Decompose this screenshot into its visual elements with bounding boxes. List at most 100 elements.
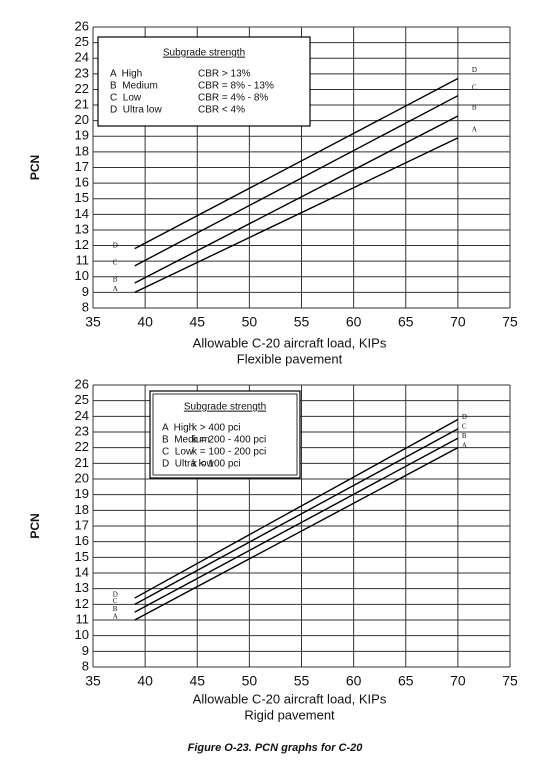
y-tick-label: 16 xyxy=(75,175,89,190)
y-tick-label: 13 xyxy=(75,221,89,236)
y-tick-label: 9 xyxy=(82,284,89,299)
y-tick-label: 21 xyxy=(75,96,89,111)
x-tick-label: 60 xyxy=(346,673,362,689)
x-tick-label: 65 xyxy=(398,314,414,330)
y-tick-label: 17 xyxy=(75,159,89,174)
legend-entry: D Ultra low xyxy=(110,105,162,116)
y-tick-label: 21 xyxy=(75,455,89,470)
y-tick-label: 18 xyxy=(75,502,89,517)
y-tick-label: 24 xyxy=(75,408,89,423)
line-end-label: D xyxy=(113,241,118,249)
line-end-label: A xyxy=(472,125,477,133)
y-tick-label: 9 xyxy=(82,643,89,658)
legend-box xyxy=(149,390,301,479)
line-end-label: C xyxy=(462,422,467,430)
y-tick-label: 14 xyxy=(75,206,89,221)
line-end-label: D xyxy=(472,66,477,74)
x-tick-label: 35 xyxy=(85,314,101,330)
y-tick-label: 12 xyxy=(75,596,89,611)
line-end-label: B xyxy=(472,104,477,112)
legend-description: k > 400 pci xyxy=(192,423,241,434)
y-tick-label: 22 xyxy=(75,81,89,96)
line-end-label: A xyxy=(113,613,118,621)
y-tick-label: 17 xyxy=(75,517,89,532)
legend-entry: B Medium xyxy=(162,435,210,446)
y-tick-label: 19 xyxy=(75,486,89,501)
y-axis-label: PCN xyxy=(28,155,42,180)
x-tick-label: 50 xyxy=(242,673,258,689)
x-tick-label: 70 xyxy=(450,314,466,330)
series-line xyxy=(134,418,459,599)
y-tick-label: 12 xyxy=(75,237,89,252)
chart-subtitle: Flexible pavement xyxy=(237,351,343,366)
y-tick-label: 8 xyxy=(82,658,89,673)
legend-box-inner xyxy=(152,393,298,476)
y-tick-label: 22 xyxy=(75,439,89,454)
line-end-label: C xyxy=(113,597,118,605)
series-line xyxy=(134,447,459,621)
legend-entry: C Low xyxy=(162,447,194,458)
y-tick-label: 26 xyxy=(75,18,89,33)
series-line xyxy=(134,428,459,605)
line-end-label: C xyxy=(472,83,477,91)
y-tick-label: 23 xyxy=(75,65,89,80)
y-tick-label: 20 xyxy=(75,112,89,127)
x-tick-label: 60 xyxy=(346,314,362,330)
line-end-label: D xyxy=(113,591,118,599)
legend-description: k = 100 - 200 pci xyxy=(192,447,266,458)
y-tick-label: 11 xyxy=(76,253,90,268)
figure-caption: Figure O-23. PCN graphs for C-20 xyxy=(188,742,364,754)
series-line xyxy=(134,77,459,250)
line-end-label: A xyxy=(113,285,118,293)
y-tick-label: 18 xyxy=(75,143,89,158)
y-tick-label: 15 xyxy=(75,549,89,564)
legend-description: CBR = 8% - 13% xyxy=(198,81,274,92)
x-tick-label: 55 xyxy=(294,314,310,330)
line-end-label: B xyxy=(113,276,118,284)
legend-entry: C Low xyxy=(110,93,142,104)
line-end-label: A xyxy=(462,441,467,449)
series-line xyxy=(134,137,459,294)
y-tick-label: 23 xyxy=(75,423,89,438)
y-tick-label: 13 xyxy=(75,580,89,595)
line-end-label: B xyxy=(462,432,467,440)
legend-description: CBR = 4% - 8% xyxy=(198,93,268,104)
legend-title: Subgrade strength xyxy=(163,48,245,59)
y-tick-label: 19 xyxy=(75,128,89,143)
x-tick-label: 35 xyxy=(85,673,101,689)
y-tick-label: 11 xyxy=(76,611,90,626)
y-tick-label: 14 xyxy=(75,564,89,579)
y-axis-label: PCN xyxy=(28,513,42,538)
x-axis-label: Allowable C-20 aircraft load, KIPs xyxy=(193,691,387,706)
y-tick-label: 16 xyxy=(75,533,89,548)
x-tick-label: 70 xyxy=(450,673,466,689)
x-tick-label: 55 xyxy=(294,673,310,689)
x-tick-label: 75 xyxy=(502,314,518,330)
series-line xyxy=(134,95,459,267)
y-tick-label: 26 xyxy=(75,376,89,391)
legend-description: CBR < 4% xyxy=(198,105,245,116)
series-line xyxy=(134,115,459,284)
y-tick-label: 8 xyxy=(82,299,89,314)
line-end-label: D xyxy=(462,413,467,421)
legend-description: k = 200 - 400 pci xyxy=(192,435,266,446)
legend-description: CBR > 13% xyxy=(198,69,251,80)
legend-entry: A High xyxy=(110,69,142,80)
y-tick-label: 24 xyxy=(75,50,89,65)
y-tick-label: 15 xyxy=(75,190,89,205)
line-end-label: C xyxy=(113,258,118,266)
legend-description: k < 100 pci xyxy=(192,459,241,470)
x-tick-label: 45 xyxy=(189,314,205,330)
x-tick-label: 75 xyxy=(502,673,518,689)
legend-entry: D Ultra low xyxy=(162,459,214,470)
y-tick-label: 10 xyxy=(75,627,89,642)
y-tick-label: 25 xyxy=(75,392,89,407)
x-tick-label: 40 xyxy=(137,314,153,330)
y-tick-label: 20 xyxy=(75,470,89,485)
x-axis-label: Allowable C-20 aircraft load, KIPs xyxy=(193,335,387,350)
legend-box xyxy=(97,36,311,127)
x-tick-label: 65 xyxy=(398,673,414,689)
line-end-label: B xyxy=(113,605,118,613)
series-line xyxy=(134,437,459,613)
